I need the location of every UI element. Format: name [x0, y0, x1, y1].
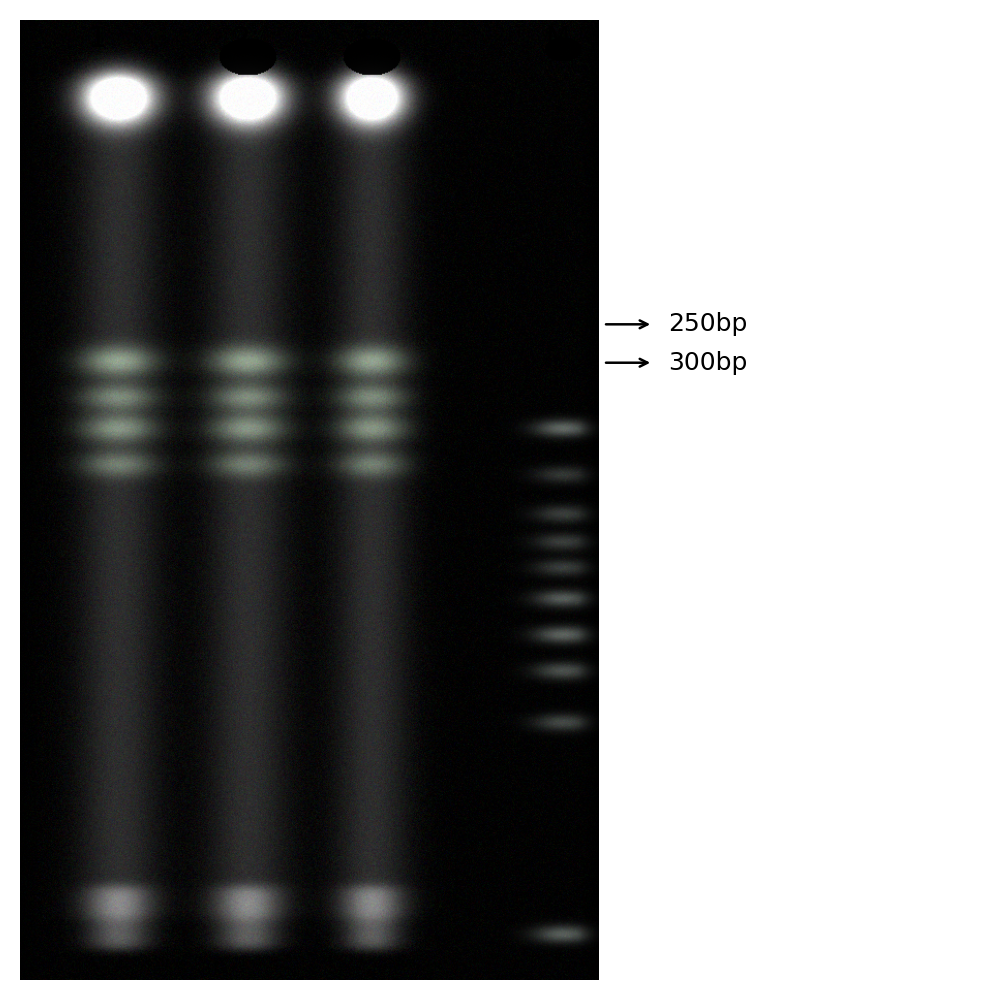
Text: 300bp: 300bp — [668, 351, 748, 375]
Text: 2: 2 — [233, 25, 251, 53]
Text: 3: 3 — [352, 25, 370, 53]
Text: M: M — [545, 25, 569, 53]
Text: 1: 1 — [89, 25, 107, 53]
Text: 250bp: 250bp — [668, 312, 748, 336]
